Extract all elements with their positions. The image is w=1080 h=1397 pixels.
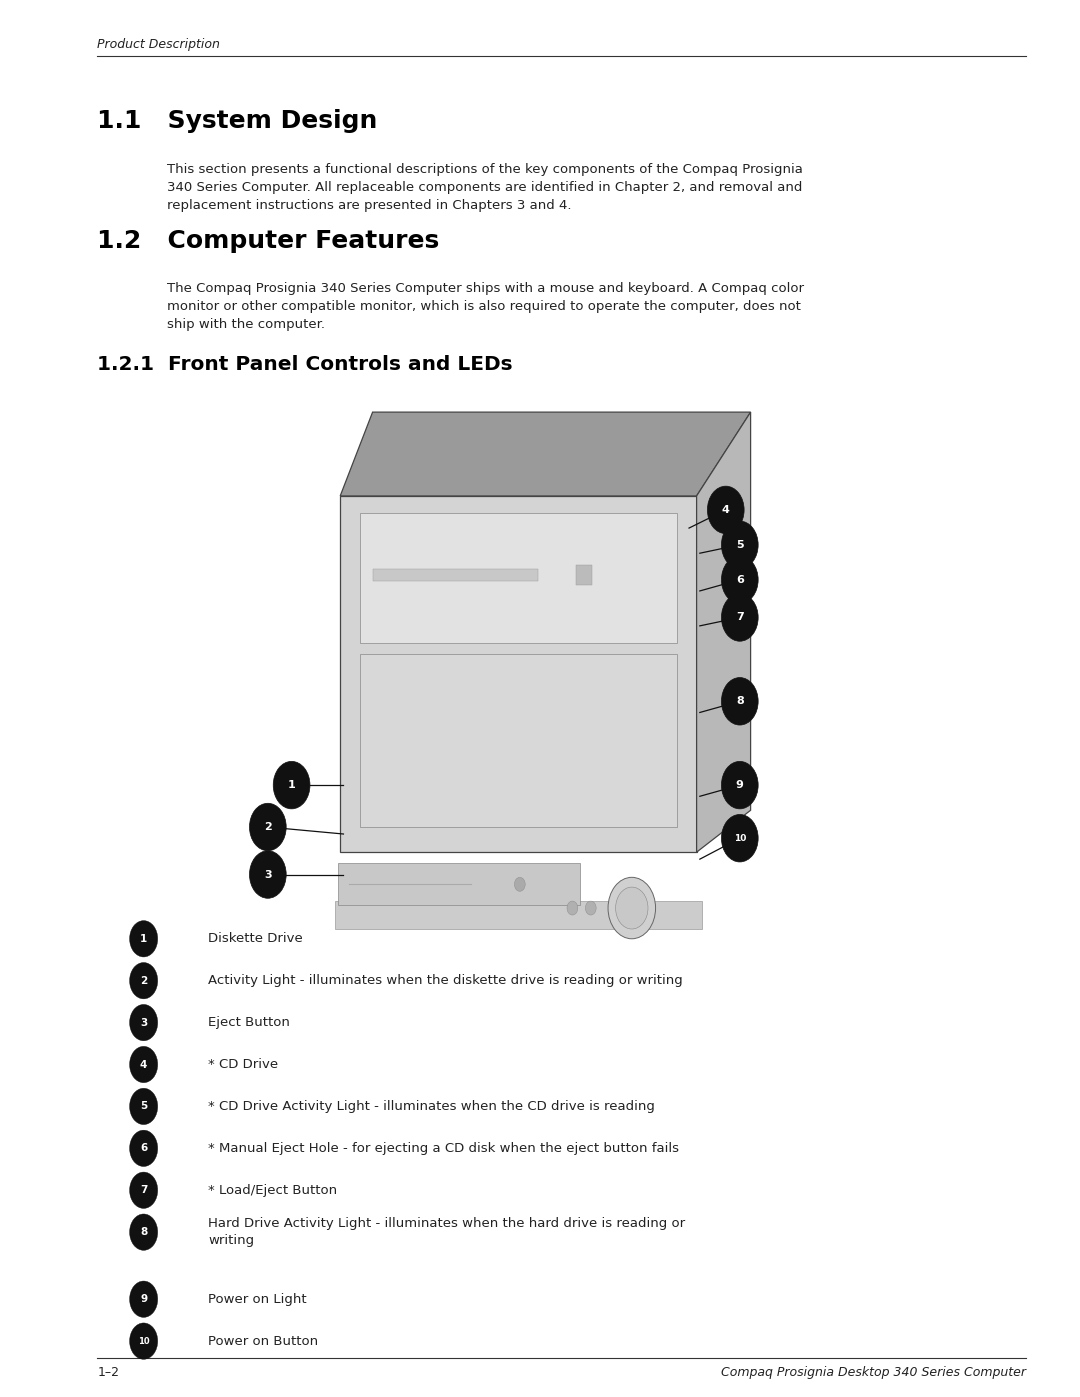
Text: 8: 8: [140, 1227, 147, 1238]
Text: 1.2.1  Front Panel Controls and LEDs: 1.2.1 Front Panel Controls and LEDs: [97, 355, 513, 374]
Circle shape: [130, 1130, 158, 1166]
Circle shape: [130, 1214, 158, 1250]
Text: 8: 8: [735, 696, 744, 707]
Circle shape: [130, 1088, 158, 1125]
FancyBboxPatch shape: [340, 496, 697, 852]
Text: The Compaq Prosignia 340 Series Computer ships with a mouse and keyboard. A Comp: The Compaq Prosignia 340 Series Computer…: [167, 282, 805, 331]
Circle shape: [707, 486, 744, 534]
Circle shape: [273, 761, 310, 809]
Text: * CD Drive: * CD Drive: [208, 1058, 279, 1071]
Text: 10: 10: [733, 834, 746, 842]
Text: * Load/Eject Button: * Load/Eject Button: [208, 1183, 338, 1197]
Text: 4: 4: [721, 504, 730, 515]
Text: Power on Light: Power on Light: [208, 1292, 307, 1306]
FancyBboxPatch shape: [335, 901, 702, 929]
Text: 1.1   System Design: 1.1 System Design: [97, 109, 378, 133]
Circle shape: [130, 921, 158, 957]
Circle shape: [249, 851, 286, 898]
Circle shape: [249, 803, 286, 851]
Circle shape: [567, 901, 578, 915]
FancyBboxPatch shape: [373, 570, 538, 581]
Text: Power on Button: Power on Button: [208, 1334, 319, 1348]
Text: 6: 6: [735, 574, 744, 585]
Text: Eject Button: Eject Button: [208, 1016, 291, 1030]
Text: Diskette Drive: Diskette Drive: [208, 932, 303, 946]
Text: Activity Light - illuminates when the diskette drive is reading or writing: Activity Light - illuminates when the di…: [208, 974, 684, 988]
Circle shape: [616, 887, 648, 929]
Text: 3: 3: [140, 1017, 147, 1028]
Circle shape: [130, 1172, 158, 1208]
Text: 9: 9: [140, 1294, 147, 1305]
Circle shape: [514, 877, 525, 891]
Circle shape: [721, 594, 758, 641]
Text: 1: 1: [140, 933, 147, 944]
Circle shape: [721, 521, 758, 569]
Text: 1: 1: [287, 780, 296, 791]
Circle shape: [721, 556, 758, 604]
Text: Compaq Prosignia Desktop 340 Series Computer: Compaq Prosignia Desktop 340 Series Comp…: [721, 1366, 1026, 1379]
Text: 9: 9: [735, 780, 744, 791]
Text: 2: 2: [264, 821, 272, 833]
Text: 7: 7: [735, 612, 744, 623]
Circle shape: [130, 1323, 158, 1359]
Circle shape: [721, 761, 758, 809]
FancyBboxPatch shape: [576, 566, 592, 585]
Text: 5: 5: [140, 1101, 147, 1112]
Text: 1.2   Computer Features: 1.2 Computer Features: [97, 229, 440, 253]
Text: 10: 10: [138, 1337, 149, 1345]
Polygon shape: [340, 412, 751, 496]
Circle shape: [721, 814, 758, 862]
Text: 1–2: 1–2: [97, 1366, 119, 1379]
Text: * CD Drive Activity Light - illuminates when the CD drive is reading: * CD Drive Activity Light - illuminates …: [208, 1099, 656, 1113]
Text: Hard Drive Activity Light - illuminates when the hard drive is reading or
writin: Hard Drive Activity Light - illuminates …: [208, 1217, 686, 1248]
Circle shape: [130, 963, 158, 999]
Text: 7: 7: [140, 1185, 147, 1196]
Circle shape: [130, 1046, 158, 1083]
Text: 6: 6: [140, 1143, 147, 1154]
Text: 3: 3: [264, 869, 272, 880]
Text: Product Description: Product Description: [97, 38, 220, 50]
Circle shape: [585, 901, 596, 915]
FancyBboxPatch shape: [360, 513, 677, 643]
Text: This section presents a functional descriptions of the key components of the Com: This section presents a functional descr…: [167, 163, 804, 212]
Text: 4: 4: [140, 1059, 147, 1070]
Polygon shape: [697, 412, 751, 852]
Text: * Manual Eject Hole - for ejecting a CD disk when the eject button fails: * Manual Eject Hole - for ejecting a CD …: [208, 1141, 679, 1155]
Circle shape: [721, 678, 758, 725]
FancyBboxPatch shape: [338, 863, 580, 905]
Text: 5: 5: [735, 539, 744, 550]
Circle shape: [130, 1004, 158, 1041]
FancyBboxPatch shape: [360, 654, 677, 827]
Text: 2: 2: [140, 975, 147, 986]
Circle shape: [608, 877, 656, 939]
Circle shape: [130, 1281, 158, 1317]
